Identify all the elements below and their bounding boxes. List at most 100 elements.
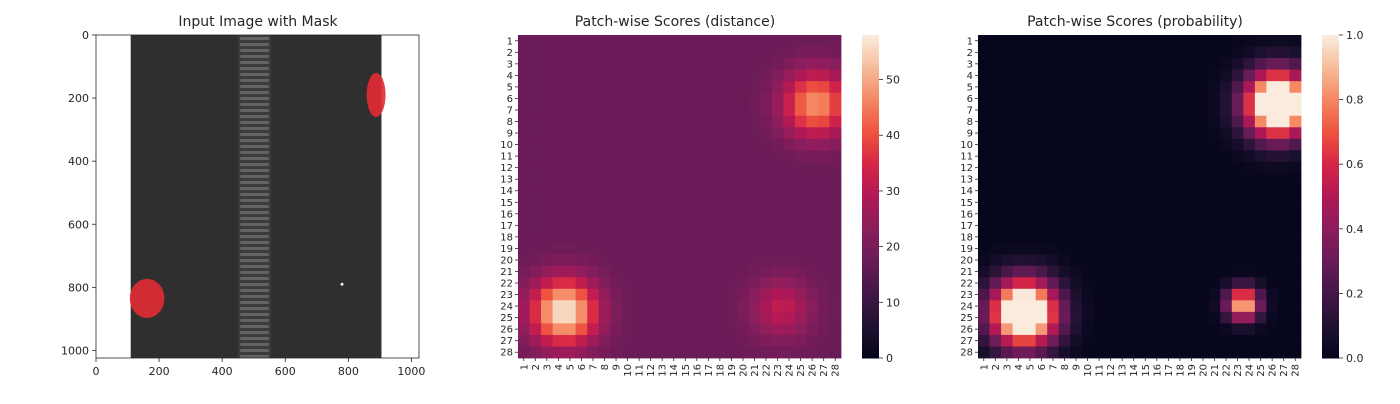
heatmap-cell: [737, 196, 750, 209]
heatmap-cell: [1208, 242, 1221, 255]
colorbar-segment: [862, 251, 879, 256]
heatmap-cell: [621, 311, 634, 324]
heatmap-cell: [1220, 242, 1233, 255]
heatmap-cell: [1208, 277, 1221, 290]
heatmap-cell: [633, 219, 646, 232]
heatmap-cell: [1231, 35, 1244, 47]
heatmap-cell: [667, 219, 680, 232]
colorbar-segment: [1322, 248, 1339, 252]
heatmap-cell: [794, 150, 807, 163]
heatmap-cell: [1116, 69, 1129, 82]
heatmap-cell: [829, 242, 842, 255]
heatmap-cell: [748, 173, 761, 186]
heatmap-cell: [783, 35, 796, 47]
heatmap-cell: [621, 127, 634, 140]
heatmap-cell: [1116, 288, 1129, 301]
heatmap-cell: [1277, 104, 1290, 117]
heatmap-cell: [1220, 35, 1233, 47]
heatmap-cell: [1174, 277, 1187, 290]
heatmap-cell: [1151, 69, 1163, 82]
colorbar-segment: [862, 228, 879, 233]
heatmap-cell: [1139, 231, 1152, 244]
heatmap-cell: [817, 254, 830, 267]
heatmap-cell: [621, 138, 634, 151]
heatmap-cell: [529, 58, 542, 71]
heatmap-cell: [702, 46, 715, 59]
heatmap-cell: [575, 184, 588, 197]
heatmap-cell: [1174, 323, 1187, 336]
heatmap-cell: [806, 115, 819, 128]
heatmap-cell: [644, 288, 657, 301]
heatmap-cell: [518, 277, 530, 290]
heatmap-cell: [564, 104, 577, 117]
y-tick-label: 7: [507, 105, 513, 116]
x-tick-label: 800: [338, 365, 359, 378]
heatmap-cell: [1058, 346, 1071, 359]
heatmap-cell: [1070, 254, 1083, 267]
heatmap-cell: [1024, 311, 1037, 324]
zipper-tooth: [239, 217, 270, 220]
heatmap-cell: [1185, 92, 1198, 105]
heatmap-cell: [1116, 127, 1129, 140]
heatmap-cell: [1220, 104, 1233, 117]
heatmap-cell: [1243, 208, 1256, 220]
heatmap-cell: [518, 231, 530, 244]
heatmap-cell: [518, 35, 530, 47]
heatmap-cell: [989, 277, 1002, 290]
y-tick-label: 24: [960, 302, 973, 313]
heatmap-cell: [541, 69, 554, 82]
heatmap-cell: [1035, 346, 1048, 359]
heatmap-cell: [691, 81, 703, 94]
heatmap-cell: [529, 81, 542, 94]
heatmap-cell: [1024, 334, 1037, 347]
heatmap-cell: [1254, 323, 1267, 336]
x-tick-label: 13: [1118, 364, 1129, 377]
colorbar-segment: [1322, 338, 1339, 343]
heatmap-cell: [771, 127, 784, 140]
colorbar-segment: [862, 316, 879, 320]
heatmap-cell: [783, 184, 796, 197]
heatmap-cell: [1058, 277, 1071, 290]
heatmap-cell: [702, 127, 715, 140]
colorbar-segment: [862, 322, 879, 327]
colorbar-segment: [862, 267, 879, 272]
heatmap-cell: [1081, 242, 1094, 255]
zipper-tooth: [239, 43, 270, 46]
heatmap-cell: [1001, 265, 1014, 278]
heatmap-cell: [771, 69, 784, 82]
heatmap-cell: [760, 254, 773, 267]
heatmap-cell: [1024, 254, 1037, 267]
heatmap-cell: [1197, 277, 1210, 290]
heatmap-cell: [1151, 346, 1163, 359]
heatmap-cell: [817, 161, 830, 174]
colorbar-segment: [1322, 325, 1339, 330]
heatmap-cell: [1289, 150, 1302, 163]
heatmap-cell: [771, 300, 784, 313]
heatmap-cell: [1035, 184, 1048, 197]
heatmap-cell: [667, 323, 680, 336]
heatmap-cell: [1266, 208, 1279, 220]
zipper-tooth: [239, 235, 270, 238]
heatmap-cell: [1012, 288, 1025, 301]
heatmap-cell: [1104, 242, 1117, 255]
heatmap-cell: [978, 254, 990, 267]
heatmap-cell: [598, 138, 611, 151]
heatmap-cell: [1093, 115, 1106, 128]
heatmap-cell: [1162, 35, 1175, 47]
heatmap-cell: [1081, 277, 1094, 290]
zipper-tooth: [239, 97, 270, 100]
heatmap-cell: [1035, 242, 1048, 255]
heatmap-cell: [829, 115, 842, 128]
heatmap-cell: [1231, 104, 1244, 117]
heatmap-cell: [1047, 334, 1060, 347]
heatmap-cell: [817, 346, 830, 359]
colorbar-segment: [1322, 322, 1339, 327]
heatmap-cell: [575, 334, 588, 347]
heatmap-cell: [714, 69, 727, 82]
heatmap-cell: [564, 346, 577, 359]
x-tick-label: 0: [93, 365, 100, 378]
heatmap-cell: [1243, 346, 1256, 359]
heatmap-cell: [1289, 208, 1302, 220]
x-tick-label: 6: [1037, 364, 1048, 370]
heatmap-cell: [656, 173, 669, 186]
